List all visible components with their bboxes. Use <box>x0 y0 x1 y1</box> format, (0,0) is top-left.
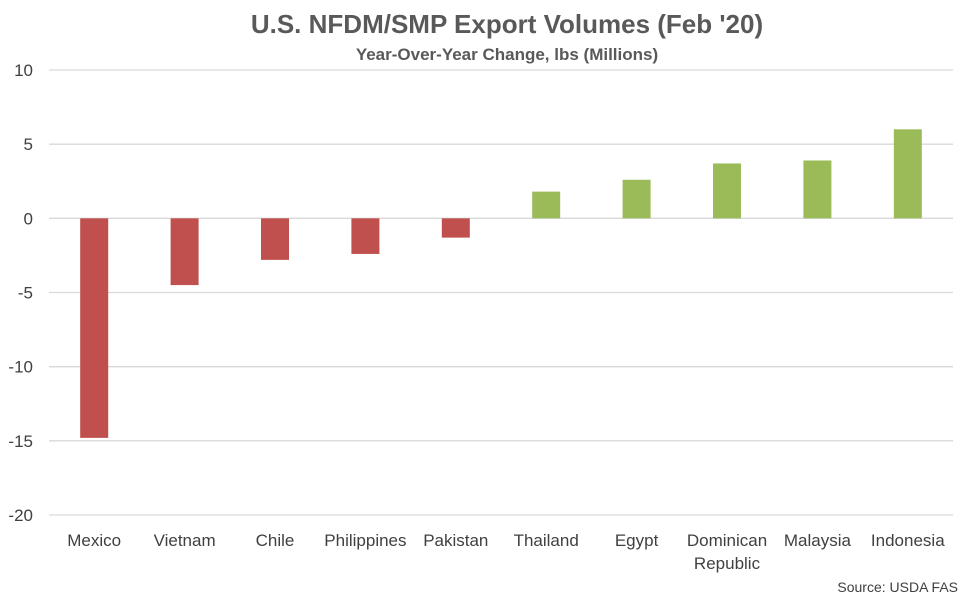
bar <box>803 160 832 219</box>
x-category-label: Thailand <box>514 531 579 550</box>
bar <box>713 163 741 219</box>
bar <box>622 179 651 219</box>
bar <box>170 218 199 286</box>
y-tick-label: -10 <box>8 358 33 377</box>
bar <box>532 191 561 219</box>
y-tick-label: -15 <box>8 432 33 451</box>
gridlines <box>49 69 953 516</box>
x-axis-categories: Mexico Vietnam Chile Philippines Pakistan Tha… <box>67 531 945 573</box>
y-axis-ticks: 10 5 0 -5 -10 -15 -20 <box>8 61 33 525</box>
bars <box>80 129 922 438</box>
y-tick-label: 0 <box>24 209 33 228</box>
x-category-label: Malaysia <box>784 531 852 550</box>
x-category-label: Vietnam <box>154 531 216 550</box>
bar <box>261 218 289 260</box>
x-category-label: Egypt <box>615 531 659 550</box>
x-category-label: Mexico <box>67 531 121 550</box>
x-category-label: Indonesia <box>871 531 945 550</box>
chart-subtitle: Year-Over-Year Change, lbs (Millions) <box>356 45 658 64</box>
bar <box>80 218 109 438</box>
y-tick-label: 5 <box>24 135 33 154</box>
y-tick-label: 10 <box>14 61 33 80</box>
bar <box>351 218 380 254</box>
x-category-label: Dominican Republic <box>687 531 767 573</box>
source-note: Source: USDA FAS <box>837 579 958 595</box>
bar <box>441 218 470 238</box>
chart-title: U.S. NFDM/SMP Export Volumes (Feb '20) <box>251 9 763 39</box>
x-category-label: Chile <box>256 531 295 550</box>
x-category-label: Philippines <box>324 531 406 550</box>
y-tick-label: -5 <box>18 284 33 303</box>
x-category-label: Pakistan <box>423 531 488 550</box>
y-tick-label: -20 <box>8 506 33 525</box>
bar <box>893 129 922 219</box>
